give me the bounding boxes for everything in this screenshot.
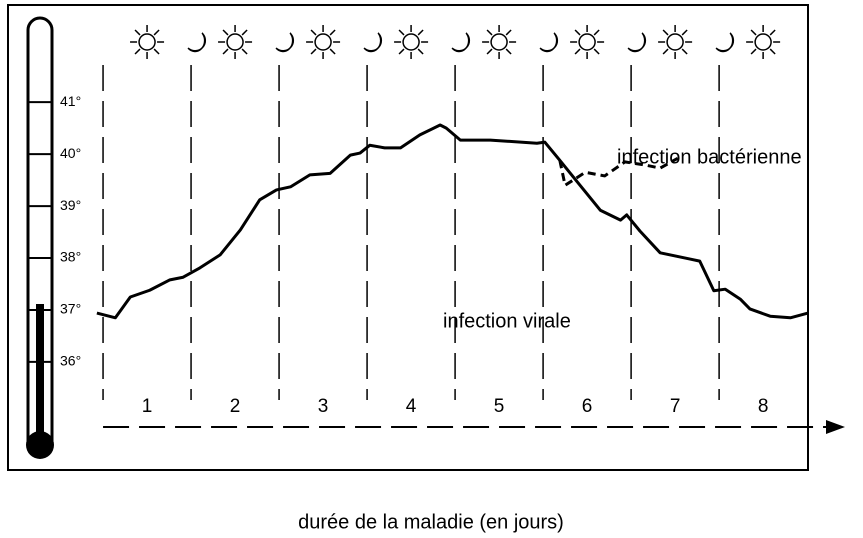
sun-ray	[769, 48, 776, 55]
sun-icon	[746, 25, 781, 59]
x-tick-label: 4	[406, 396, 417, 417]
sun-ray	[681, 29, 688, 36]
moon-icon	[627, 32, 647, 53]
sun-ray	[662, 29, 669, 36]
sun-core	[226, 33, 244, 51]
sun-ray	[769, 29, 776, 36]
sun-ray	[222, 48, 229, 55]
sun-icon	[394, 25, 429, 59]
sun-ray	[574, 29, 581, 36]
sun-ray	[505, 48, 512, 55]
y-tick-label: 38°	[60, 249, 81, 265]
x-tick-label: 7	[670, 396, 681, 417]
x-axis-arrow	[826, 420, 845, 434]
moon-icon	[275, 32, 295, 53]
y-tick-label: 36°	[60, 353, 81, 369]
sun-ray	[153, 29, 160, 36]
thermometer	[26, 16, 54, 445]
sun-ray	[662, 48, 669, 55]
moon-icon	[363, 32, 383, 53]
x-tick-label: 6	[582, 396, 593, 417]
sun-icon	[306, 25, 341, 59]
sun-ray	[505, 29, 512, 36]
thermometer-bulb	[26, 431, 54, 459]
x-axis-title: durée de la maladie (en jours)	[298, 511, 564, 533]
sun-core	[666, 33, 684, 51]
x-tick-label: 5	[494, 396, 505, 417]
sun-icon	[482, 25, 517, 59]
x-tick-label: 2	[230, 396, 241, 417]
sun-core	[314, 33, 332, 51]
sun-ray	[417, 48, 424, 55]
y-tick-label: 37°	[60, 301, 81, 317]
sun-ray	[486, 29, 493, 36]
sun-ray	[134, 48, 141, 55]
sun-icon	[570, 25, 605, 59]
x-tick-label: 8	[758, 396, 769, 417]
sun-ray	[329, 48, 336, 55]
sun-ray	[417, 29, 424, 36]
y-tick-label: 40°	[60, 145, 81, 161]
y-tick-label: 39°	[60, 197, 81, 213]
x-tick-label: 1	[142, 396, 153, 417]
sun-ray	[750, 48, 757, 55]
sun-ray	[222, 29, 229, 36]
y-tick-label: 41°	[60, 93, 81, 109]
series-label: infection virale	[443, 310, 571, 332]
data-line	[558, 156, 679, 187]
sun-ray	[241, 29, 248, 36]
moon-icon	[451, 32, 471, 53]
sun-ray	[681, 48, 688, 55]
x-tick-label: 3	[318, 396, 329, 417]
sun-ray	[134, 29, 141, 36]
moon-icon	[715, 32, 735, 53]
sun-core	[402, 33, 420, 51]
data-line	[96, 123, 809, 320]
moon-icon	[187, 32, 207, 53]
sun-core	[138, 33, 156, 51]
sun-ray	[310, 29, 317, 36]
sun-ray	[329, 29, 336, 36]
sun-ray	[241, 48, 248, 55]
series-label: infection bactérienne	[617, 146, 802, 168]
sun-ray	[398, 29, 405, 36]
sun-icon	[658, 25, 693, 59]
moon-icon	[539, 32, 559, 53]
sun-icon	[130, 25, 165, 59]
sun-ray	[153, 48, 160, 55]
sun-ray	[486, 48, 493, 55]
sun-ray	[574, 48, 581, 55]
frame	[7, 4, 809, 471]
sun-core	[578, 33, 596, 51]
sun-icon	[218, 25, 253, 59]
sun-ray	[398, 48, 405, 55]
sun-ray	[750, 29, 757, 36]
sun-ray	[310, 48, 317, 55]
sun-ray	[593, 29, 600, 36]
sun-core	[754, 33, 772, 51]
sun-ray	[593, 48, 600, 55]
sun-core	[490, 33, 508, 51]
mercury	[36, 304, 44, 444]
